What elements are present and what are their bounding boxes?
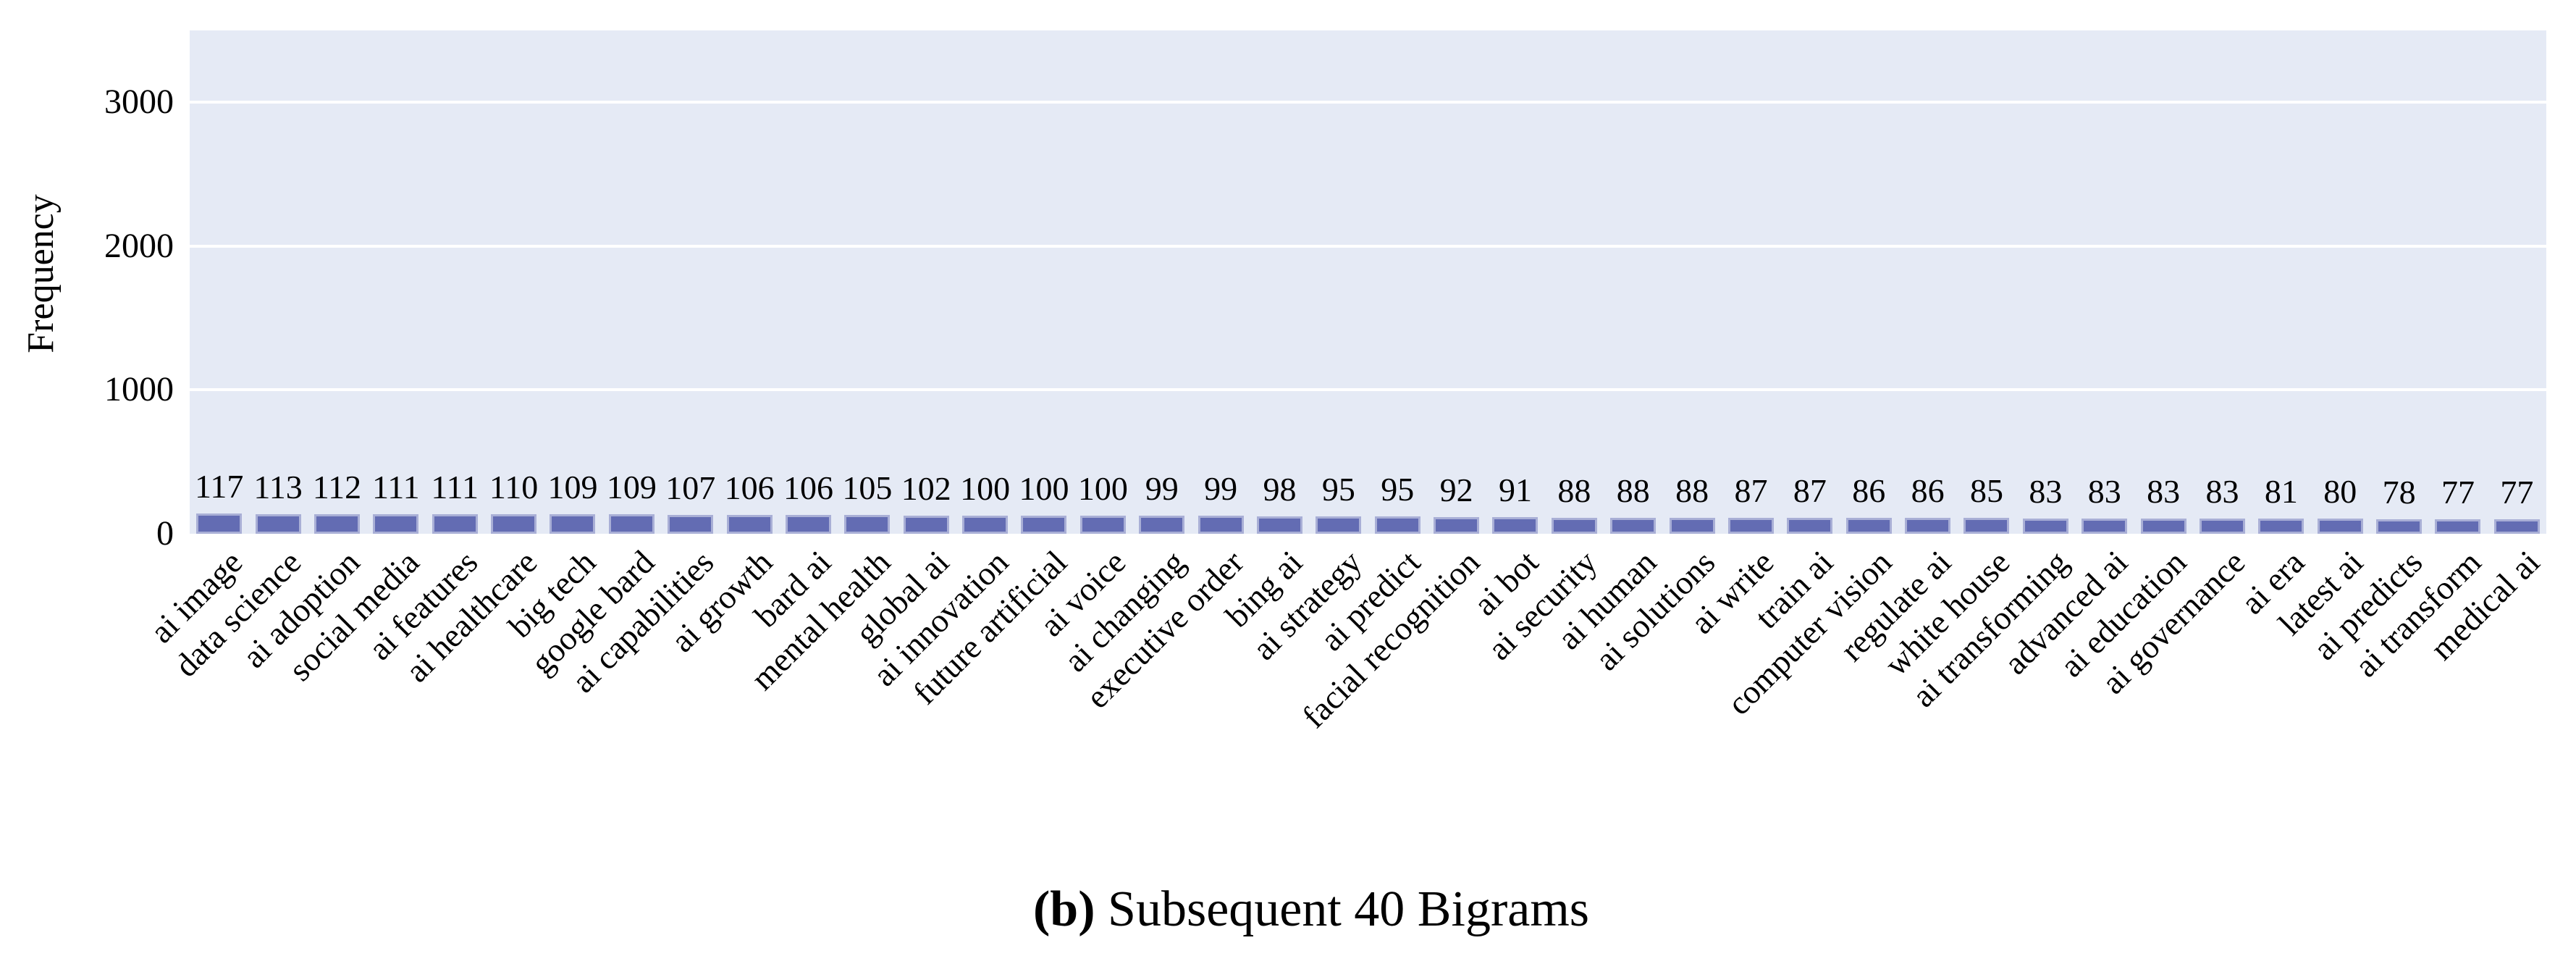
bar-bard-ai [785, 514, 831, 534]
bar-value-label: 77 [2441, 473, 2475, 511]
bar-mental-health [844, 515, 891, 534]
plot-area: 117 113 112 111 111 110 109 109 107 106 106 105 102 1… [190, 30, 2546, 534]
bar-white-house [1963, 518, 2010, 534]
figure-caption: (b) Subsequent 40 Bigrams [46, 881, 2576, 939]
bar-value-label: 117 [195, 467, 244, 505]
bar-value-label: 112 [312, 468, 362, 506]
bar-value-label: 86 [1852, 471, 1886, 509]
bar-value-label: 100 [1077, 470, 1128, 508]
bar-ai-transforming [2022, 518, 2068, 534]
bar-value-label: 102 [901, 469, 951, 507]
bar-value-label: 83 [2205, 472, 2239, 510]
bar-ai-governance [2199, 518, 2245, 534]
bar-ai-healthcare [491, 514, 537, 534]
y-tick-label: 0 [156, 514, 174, 553]
bar-ai-capabilities [668, 514, 714, 534]
bar-value-label: 99 [1204, 470, 1238, 508]
caption-text: Subsequent 40 Bigrams [1095, 881, 1590, 937]
bar-value-label: 107 [665, 469, 716, 506]
bar-ai-write [1727, 517, 1774, 534]
bar-value-label: 87 [1734, 471, 1768, 509]
bar-ai-predicts [2376, 519, 2423, 534]
y-axis-title: Frequency [20, 194, 62, 353]
bar-bing-ai [1256, 516, 1302, 534]
bar-value-label: 86 [1911, 471, 1945, 509]
bar-value-label: 105 [842, 469, 893, 507]
bar-ai-changing [1139, 516, 1185, 534]
bar-value-label: 95 [1321, 471, 1355, 508]
y-tick-label: 3000 [104, 83, 174, 122]
bar-value-label: 88 [1616, 471, 1650, 509]
bar-value-label: 100 [960, 470, 1011, 508]
bar-big-tech [550, 514, 596, 534]
caption-index-label: (b) [1032, 881, 1095, 937]
bar-value-label: 113 [253, 468, 303, 506]
bar-ai-security [1551, 517, 1597, 534]
gridline [190, 101, 2546, 104]
bar-value-label: 77 [2500, 473, 2534, 511]
bar-ai-features [432, 513, 478, 534]
bar-value-label: 85 [1969, 472, 2003, 510]
bar-data-science [255, 513, 301, 534]
y-tick-label: 2000 [104, 226, 174, 265]
bar-value-label: 95 [1381, 471, 1415, 508]
gridline [190, 388, 2546, 392]
bar-value-label: 81 [2264, 472, 2298, 510]
bar-value-label: 109 [606, 469, 657, 506]
bar-ai-growth [726, 514, 773, 534]
bar-value-label: 110 [489, 469, 539, 506]
bar-ai-transform [2435, 519, 2481, 534]
bar-value-label: 92 [1439, 471, 1473, 508]
bar-value-label: 83 [2029, 472, 2063, 510]
bar-value-label: 106 [783, 469, 833, 506]
bar-value-label: 106 [724, 469, 775, 506]
bar-value-label: 91 [1498, 471, 1532, 508]
bar-ai-predict [1374, 516, 1420, 534]
bar-value-label: 109 [547, 469, 598, 506]
bar-ai-adoption [313, 513, 360, 534]
bar-social-media [373, 513, 419, 534]
bar-ai-education [2140, 518, 2186, 534]
bar-latest-ai [2317, 519, 2363, 534]
bar-value-label: 78 [2382, 473, 2416, 511]
bar-value-label: 88 [1675, 471, 1709, 509]
bar-executive-order [1197, 516, 1244, 534]
bar-global-ai [903, 515, 949, 534]
bar-value-label: 99 [1145, 470, 1179, 508]
bar-value-label: 111 [372, 468, 420, 506]
bar-value-label: 80 [2323, 473, 2357, 511]
bar-ai-strategy [1316, 516, 1362, 534]
gridline [190, 244, 2546, 248]
x-axis: ai image data science ai adoption social me… [143, 534, 2547, 874]
bar-ai-bot [1492, 516, 1539, 534]
bar-value-label: 83 [2087, 472, 2121, 510]
bar-ai-voice [1079, 516, 1126, 534]
bar-value-label: 111 [431, 468, 479, 506]
bar-medical-ai [2493, 519, 2540, 534]
bar-train-ai [1787, 517, 1833, 534]
bar-value-label: 88 [1557, 471, 1591, 509]
bar-value-label: 87 [1793, 471, 1827, 509]
bar-computer-vision [1845, 517, 1892, 534]
bar-value-label: 83 [2147, 472, 2181, 510]
bar-value-label: 100 [1019, 470, 1069, 508]
bar-ai-era [2258, 518, 2304, 534]
bar-google-bard [608, 514, 654, 534]
bar-facial-recognition [1434, 516, 1480, 534]
bar-regulate-ai [1905, 517, 1951, 534]
bar-ai-image [196, 513, 243, 534]
bar-future-artificial [1021, 516, 1067, 534]
y-tick-label: 1000 [104, 370, 174, 409]
bar-ai-solutions [1669, 517, 1715, 534]
bar-value-label: 98 [1263, 470, 1297, 508]
bar-ai-innovation [962, 516, 1009, 534]
bar-advanced-ai [2082, 518, 2128, 534]
bar-ai-human [1610, 517, 1657, 534]
